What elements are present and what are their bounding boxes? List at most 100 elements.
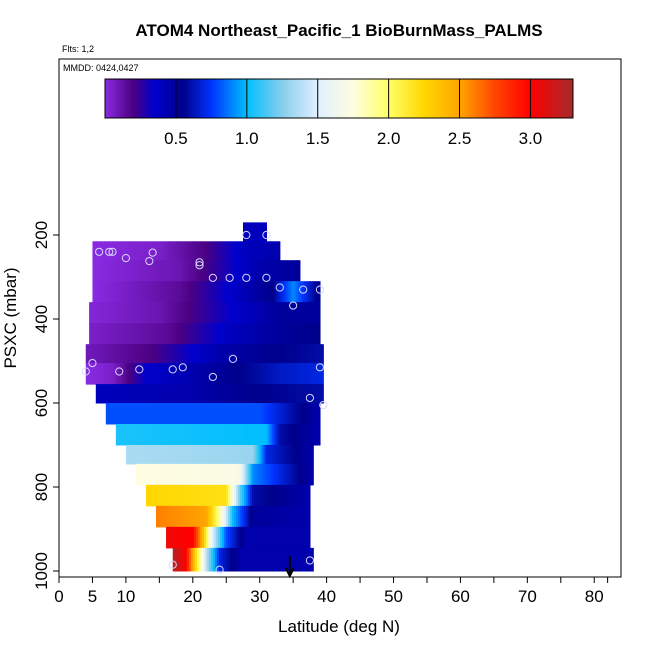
heatmap-cell [301,463,304,486]
heatmap-cell [125,302,128,324]
heatmap-cell [114,260,117,282]
heatmap-cell [265,384,269,404]
heatmap-cell [159,445,163,465]
heatmap-cell [177,403,181,425]
heatmap-cell [313,344,316,364]
heatmap-cell [275,403,279,425]
heatmap-cell [154,260,157,282]
heatmap-cell [221,384,225,404]
heatmap-cell [117,384,121,404]
heatmap-cell [227,344,231,364]
heatmap-cell [237,363,241,385]
heatmap-cell [153,445,157,465]
heatmap-cell [229,323,233,345]
heatmap-cell [293,384,296,404]
heatmap-cell [301,323,305,345]
heatmap-cell [184,526,187,549]
heatmap-cell [217,302,221,324]
heatmap-cell [225,505,229,528]
heatmap-cell [227,424,231,446]
heatmap-cell [207,384,211,404]
heatmap-cell [131,403,135,425]
heatmap-cell [251,323,255,345]
heatmap-cell [223,424,227,446]
heatmap-cell [146,281,149,303]
heatmap-cell [255,302,259,324]
heatmap-cell [237,302,241,324]
heatmap-cell [226,260,229,282]
heatmap-cell [224,260,227,282]
heatmap-cell [297,302,301,324]
heatmap-cell [213,526,217,549]
heatmap-cell [189,302,193,324]
heatmap-cell [227,484,231,507]
heatmap-cell [295,403,299,425]
heatmap-cell [273,241,277,261]
heatmap-cell [137,323,140,345]
heatmap-cell [143,344,147,364]
heatmap-cell [197,463,201,486]
heatmap-cell [241,424,245,446]
heatmap-cell [309,344,312,364]
heatmap-cell [226,547,230,572]
heatmap-cell [147,445,151,465]
x-tick-label: 10 [116,587,135,606]
heatmap-cell [137,403,141,425]
x-axis-label: Latitude (deg N) [278,617,400,636]
heatmap-cell [151,384,155,404]
x-tick-label: 0 [54,587,63,606]
heatmap-cell [187,384,191,404]
heatmap-cell [153,463,157,486]
heatmap-cell [275,526,279,549]
heatmap-cell [241,463,245,486]
heatmap-cell [249,547,252,572]
x-tick-label: 60 [451,587,470,606]
heatmap-cell [181,403,185,425]
heatmap-cell [181,344,185,364]
heatmap-cell [253,463,257,486]
heatmap-cell [219,484,223,507]
heatmap-cell [175,323,179,345]
heatmap-cell [259,445,263,465]
heatmap-cell [273,445,276,465]
heatmap-cell [160,505,163,528]
heatmap-cell [179,363,183,385]
heatmap-cell [125,384,129,404]
heatmap-cell [164,281,167,303]
heatmap-cell [103,363,107,385]
heatmap-cell [299,344,302,364]
heatmap-cell [269,484,273,507]
heatmap-cell [299,403,303,425]
heatmap-cell [183,505,187,528]
heatmap-cell [193,344,197,364]
heatmap-cell [241,505,245,528]
heatmap-cell [319,384,322,404]
heatmap-cell [216,281,219,303]
heatmap-cell [231,505,235,528]
heatmap-cell [115,323,118,345]
heatmap-cell [291,363,294,385]
heatmap-cell [179,424,183,446]
heatmap-cell [143,403,147,425]
heatmap-cell [139,403,143,425]
heatmap-cell [277,445,280,465]
heatmap-cell [276,281,279,303]
heatmap-cell [123,424,127,446]
heatmap-cell [119,344,123,364]
heatmap-cell [121,363,125,385]
heatmap-cell [295,424,299,446]
heatmap-cell [241,484,245,507]
heatmap-cell [236,260,239,282]
heatmap-cell [271,445,274,465]
heatmap-cell [181,302,185,324]
heatmap-cell [183,344,187,364]
heatmap-cell [291,384,294,404]
heatmap-cell [205,403,209,425]
heatmap-cell [285,445,288,465]
heatmap-cell [257,260,261,282]
heatmap-cell [217,505,221,528]
heatmap-cell [129,424,133,446]
heatmap-cell [224,281,227,303]
heatmap-cell [313,281,317,303]
heatmap-cell [244,281,247,303]
